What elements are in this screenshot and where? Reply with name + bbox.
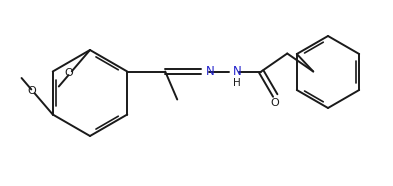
Text: O: O — [27, 86, 36, 96]
Text: O: O — [271, 99, 279, 108]
Text: H: H — [233, 78, 241, 87]
Text: N: N — [233, 65, 242, 78]
Text: O: O — [64, 68, 73, 78]
Text: N: N — [206, 65, 215, 78]
